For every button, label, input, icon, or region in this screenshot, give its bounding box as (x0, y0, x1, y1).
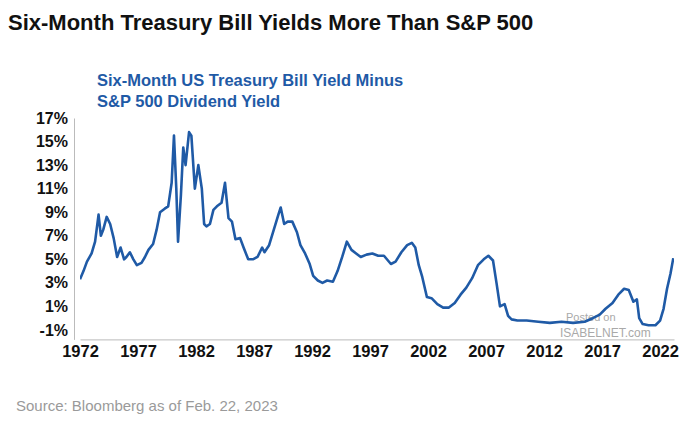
y-axis: -1% 1% 3% 5% 7% 9% 11% 13% 15% 17% (36, 110, 75, 340)
y-tick-label: 3% (45, 274, 68, 291)
y-tick: 13% (36, 157, 74, 174)
title: Six-Month Treasury Bill Yields More Than… (8, 10, 533, 35)
x-tick: 2007 (468, 339, 505, 360)
subtitle: S&P 500 Dividend Yield (97, 92, 280, 110)
x-axis: 1972 1977 1982 1987 1992 1997 2002 2007 2012 2017… (62, 339, 679, 360)
x-tick: 2022 (642, 339, 679, 360)
line (80, 132, 673, 325)
y-tick: 9% (45, 204, 74, 221)
x-tick: 2012 (526, 339, 563, 360)
y-tick: 11% (37, 180, 74, 197)
y-tick: 3% (45, 274, 74, 291)
x-tick-label: 1972 (62, 342, 99, 360)
y-tick: 7% (45, 227, 74, 244)
y-tick: 17% (36, 110, 74, 127)
y-tick-label: 1% (45, 298, 68, 315)
x-tick-label: 2007 (468, 342, 505, 360)
y-tick-label: 17% (36, 110, 68, 127)
x-tick-label: 2022 (642, 342, 679, 360)
x-tick-label: 1992 (294, 342, 331, 360)
x-tick: 1972 (62, 339, 99, 360)
y-tick-label: 15% (36, 133, 68, 150)
y-tick-label: 11% (37, 180, 68, 197)
x-tick-label: 1977 (120, 342, 157, 360)
chart: Six-Month Treasury Bill Yields More Than… (0, 0, 700, 430)
x-tick-label: 1987 (236, 342, 273, 360)
x-tick: 1992 (294, 339, 331, 360)
x-tick-label: 1982 (178, 342, 215, 360)
subtitle: Six-Month US Treasury Bill Yield Minus (97, 71, 403, 89)
x-tick: 1982 (178, 339, 215, 360)
y-tick: -1% (40, 322, 74, 339)
y-tick: 15% (36, 133, 74, 150)
x-tick: 2017 (584, 339, 621, 360)
plot-area (80, 132, 673, 325)
y-tick-label: 7% (45, 227, 68, 244)
watermark: ISABELNET.com (560, 326, 651, 340)
x-tick-label: 2012 (526, 342, 563, 360)
x-tick: 2002 (410, 339, 447, 360)
watermark: Posted on (566, 311, 616, 323)
x-tick: 1977 (120, 339, 157, 360)
source: Source: Bloomberg as of Feb. 22, 2023 (16, 397, 278, 414)
x-tick: 1987 (236, 339, 273, 360)
y-tick: 1% (45, 298, 74, 315)
x-tick-label: 2017 (584, 342, 621, 360)
y-axis-line (74, 119, 75, 340)
y-tick: 5% (45, 251, 74, 268)
x-tick: 1997 (352, 339, 389, 360)
x-tick-label: 1997 (352, 342, 389, 360)
y-tick-label: 13% (36, 157, 68, 174)
y-tick-label: 5% (45, 251, 68, 268)
y-tick-label: -1% (40, 322, 68, 339)
y-tick-label: 9% (45, 204, 68, 221)
x-tick-label: 2002 (410, 342, 447, 360)
